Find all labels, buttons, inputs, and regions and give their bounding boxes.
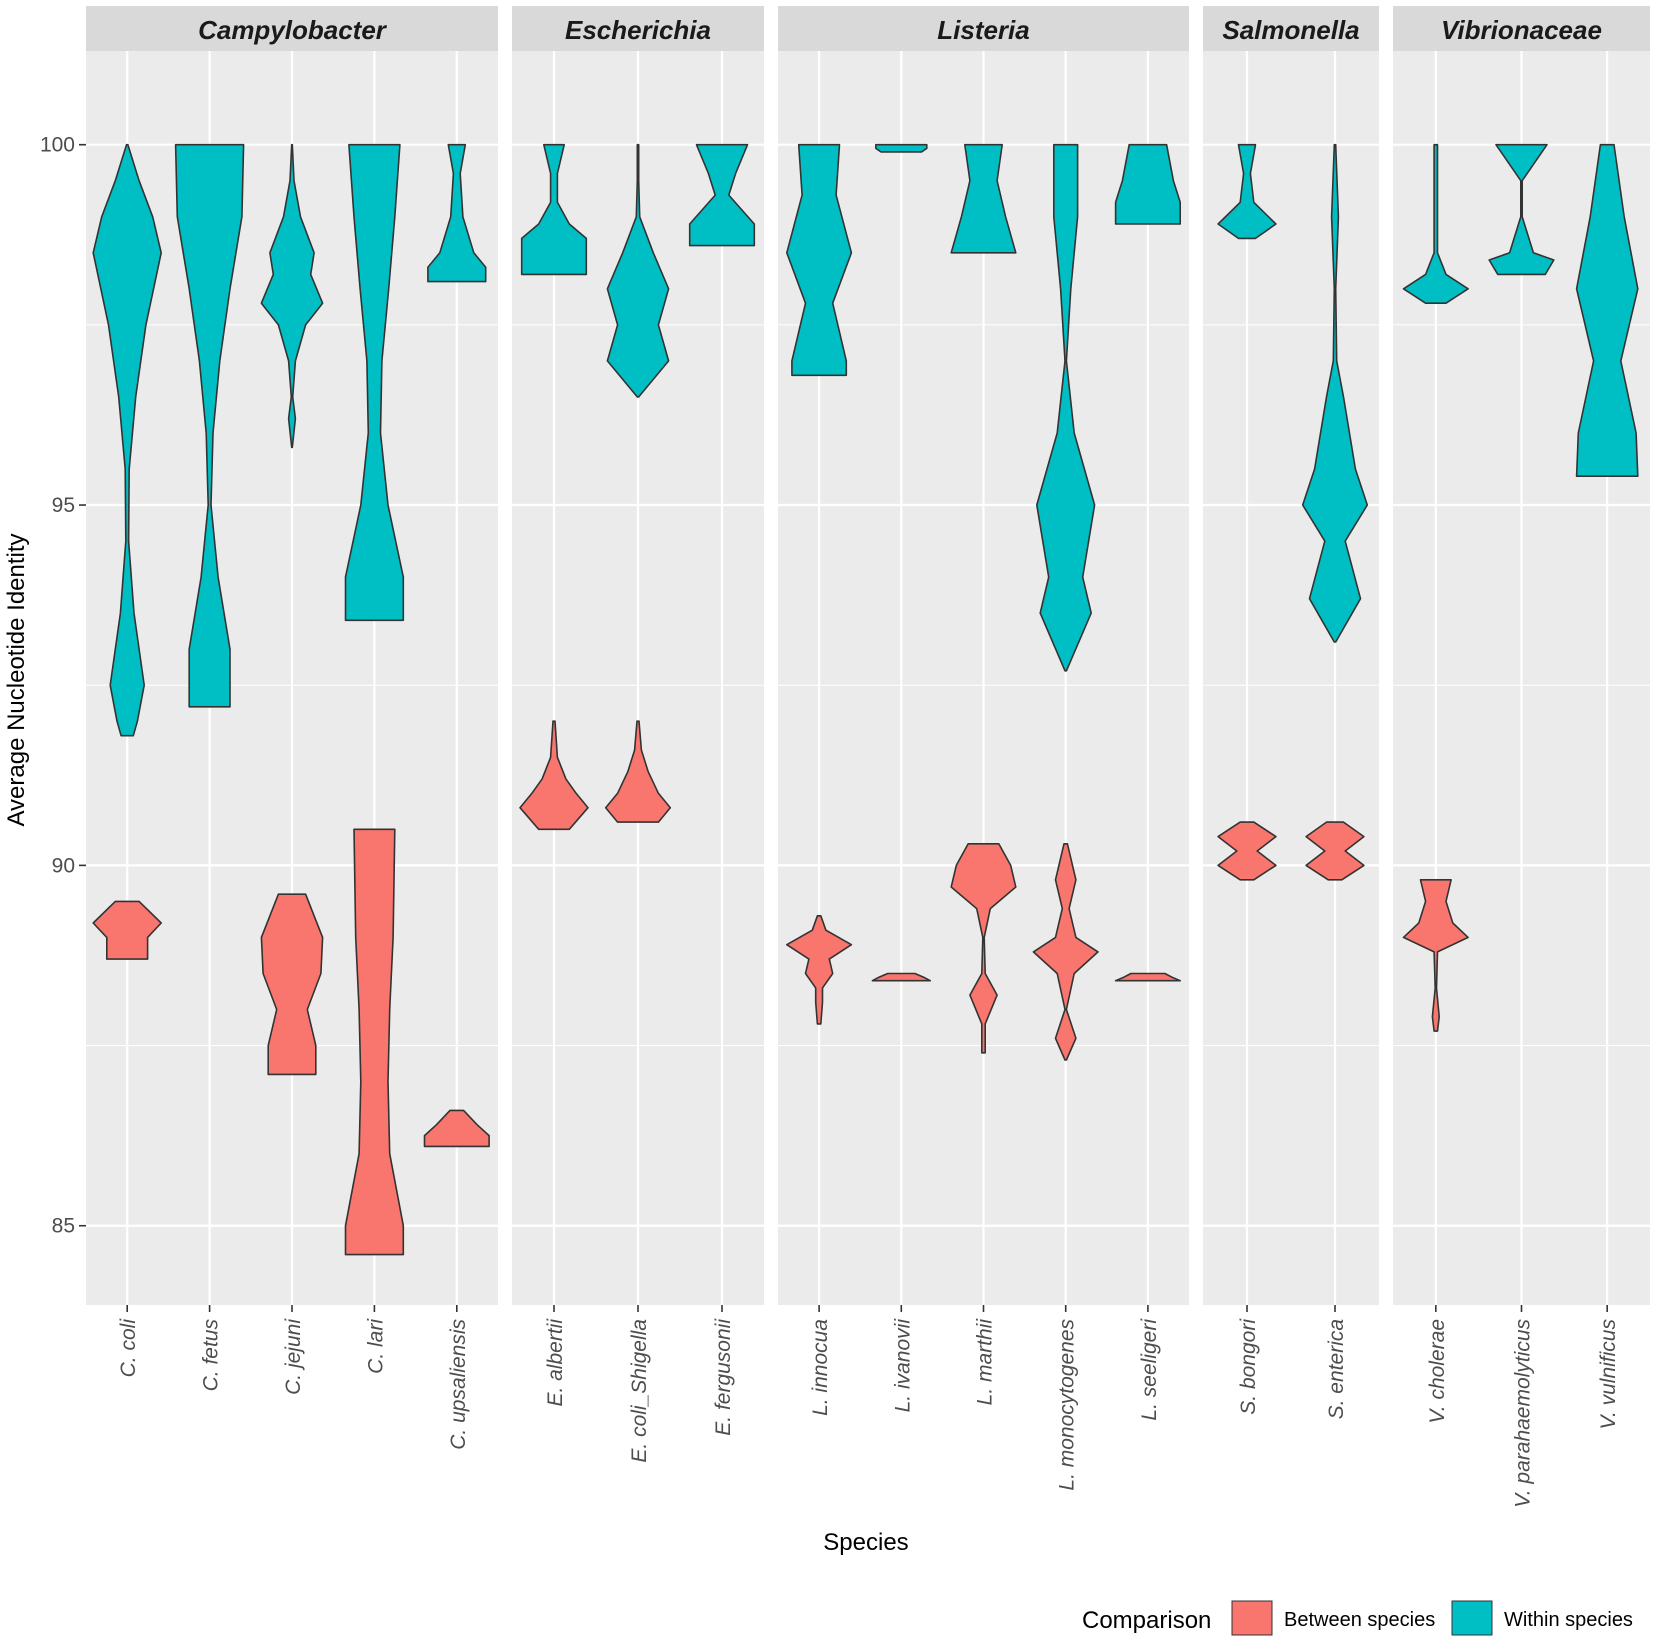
y-tick-label: 90 [52,854,75,877]
facet-strip [512,6,764,51]
facet-campylobacter: Campylobacter C. coli C. fetus C. jejuni C. … [86,6,498,1450]
x-tick-label: S. enterica [1325,1319,1348,1419]
legend-label-within: Within species [1504,1609,1633,1631]
violin-s-bongori-between [1217,821,1277,881]
x-tick-label: L. monocytogenes [1056,1319,1079,1491]
x-tick-label: E. fergusonii [712,1318,735,1436]
facet-salmonella: Salmonella S. bongori S. enterica [1203,6,1379,1419]
x-tick-label: V. vulnificus [1597,1319,1620,1430]
violin-c-upsaliensis-within [427,143,487,283]
legend-key-within [1451,1600,1493,1636]
y-tick-label: 95 [52,494,75,517]
x-tick-label: V. parahaemolyticus [1512,1319,1535,1508]
y-tick-label: 85 [52,1215,75,1238]
x-tick-label: V. cholerae [1426,1319,1449,1424]
violin-e-coli-shigella-within [606,143,670,398]
x-tick-label: S. bongori [1237,1318,1260,1415]
y-axis: 85 90 95 100 [40,134,86,1238]
violin-c-coli-within [92,143,162,737]
violin-v-parahaemolyticus-within [1488,143,1555,276]
x-axis-title: Species [823,1529,908,1556]
facet-strip [86,6,498,51]
violin-c-lari-within [344,143,405,622]
violin-l-seeligeri-within [1114,143,1181,225]
violin-s-enterica-within [1301,143,1369,643]
facet-strip-label: Vibrionaceae [1441,15,1602,45]
violin-c-lari-between [344,828,405,1256]
facet-escherichia: Escherichia E. albertii E. coli_Shigella E.… [512,6,764,1463]
violin-l-ivanovii-within [875,143,928,153]
facet-strip-label: Listeria [937,15,1030,45]
legend: Comparison Between species Within specie… [1082,1600,1633,1636]
facet-strip-label: Campylobacter [198,15,388,45]
facet-strip-label: Escherichia [565,15,711,45]
facet-strip [1203,6,1379,51]
violin-l-ivanovii-between [871,972,931,982]
violin-v-vulnificus-within [1575,143,1639,477]
violin-l-innocua-within [786,143,853,377]
x-tick-label: C. fetus [200,1319,223,1392]
violin-l-marthii-within [950,143,1017,254]
legend-title: Comparison [1082,1607,1211,1634]
facets-layer: Campylobacter C. coli C. fetus C. jejuni C. … [86,6,1650,1508]
violin-c-fetus-within [174,143,245,708]
y-axis-title: Average Nucleotide Identity [3,533,30,826]
violin-c-coli-between [92,900,162,960]
violin-l-innocua-between [786,915,853,1025]
violin-l-marthii-between [950,843,1017,1054]
x-tick-label: C. jejuni [282,1318,305,1395]
legend-key-between [1231,1600,1273,1636]
x-tick-label: C. coli [117,1318,140,1378]
violin-l-monocytogenes-between [1032,843,1099,1061]
violin-e-albertii-within [520,143,588,276]
facet-strip [1393,6,1650,51]
facet-strip-label: Salmonella [1222,15,1359,45]
x-tick-label: C. upsaliensis [447,1319,470,1450]
violin-e-albertii-between [519,720,589,831]
facet-listeria: Listeria L. innocua L. ivanovii L. marthii L… [778,6,1189,1491]
y-tick-label: 100 [40,134,75,157]
facet-strip [778,6,1189,51]
violin-c-upsaliensis-between [423,1109,490,1148]
x-tick-label: L. seeligeri [1138,1318,1161,1421]
violin-v-cholerae-within [1402,143,1469,304]
legend-label-between: Between species [1284,1609,1435,1631]
x-tick-label: E. coli_Shigella [628,1319,651,1463]
violin-l-seeligeri-between [1114,972,1181,982]
x-tick-label: L. marthii [974,1318,997,1406]
x-tick-label: L. innocua [809,1319,832,1416]
violin-v-cholerae-between [1402,879,1469,1032]
violin-s-enterica-between [1305,821,1365,881]
x-tick-label: L. ivanovii [891,1318,914,1413]
facet-vibrionaceae: Vibrionaceae V. cholerae V. parahaemolytic… [1393,6,1650,1508]
violin-e-fergusonii-within [688,143,756,247]
violin-c-jejuni-within [260,143,324,449]
x-tick-label: E. albertii [544,1318,567,1407]
x-tick-label: C. lari [364,1318,387,1374]
violin-s-bongori-within [1217,143,1277,240]
violin-c-jejuni-between [260,893,324,1076]
panel-background [1203,51,1379,1305]
violin-l-monocytogenes-within [1036,143,1096,672]
violin-e-coli-shigella-between [604,720,672,823]
